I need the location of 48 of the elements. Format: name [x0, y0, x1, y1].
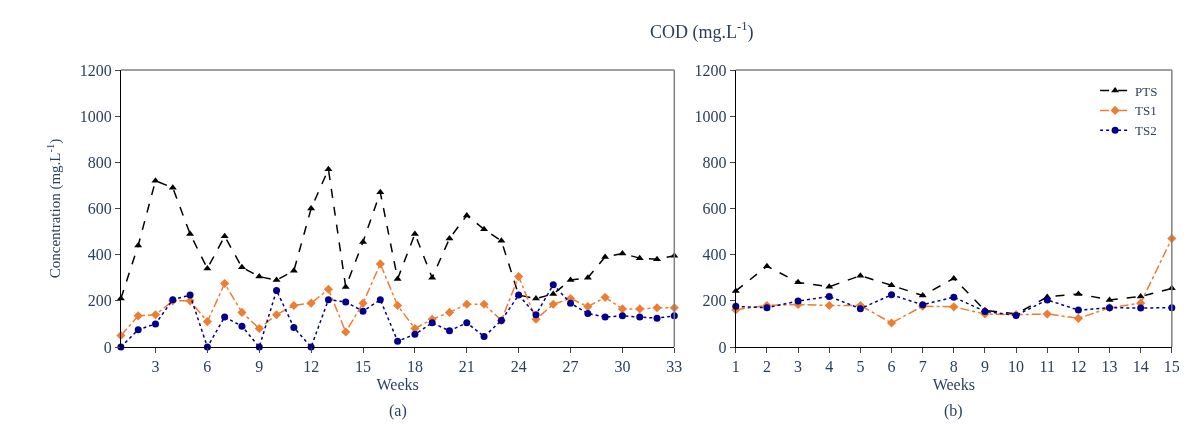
x-tick-label: 27	[562, 358, 579, 376]
text: (b)	[944, 402, 963, 420]
x-tick-label: 30	[614, 358, 631, 376]
x-tick-label: 33	[666, 358, 683, 376]
y-tick-label: 0	[718, 338, 727, 356]
y-tick-label: 600	[702, 200, 727, 218]
x-tick-label: 12	[303, 358, 320, 376]
y-tick-label: 400	[702, 246, 727, 264]
y-tick-label: 1200	[694, 61, 727, 79]
x-tick-label: 11	[1039, 358, 1055, 376]
y-tick-label: 200	[87, 292, 112, 310]
x-tick-label: 9	[255, 358, 264, 376]
x-tick-label: 5	[856, 358, 865, 376]
x-tick-label: 15	[355, 358, 372, 376]
x-tick-label: 10	[1008, 358, 1025, 376]
x-tick-label: 6	[203, 358, 212, 376]
x-axis-title: Weeks	[376, 375, 419, 393]
y-tick-label: 0	[103, 338, 112, 356]
y-tick-label: 400	[87, 246, 112, 264]
x-tick-label: 9	[980, 358, 989, 376]
x-tick-label: 6	[887, 358, 896, 376]
x-tick-label: 8	[949, 358, 958, 376]
legend-label: TS1	[1135, 103, 1157, 119]
x-tick-label: 1	[731, 358, 740, 376]
x-tick-label: 15	[1163, 358, 1180, 376]
y-tick-label: 1000	[79, 107, 112, 125]
text: (a)	[389, 402, 407, 420]
x-tick-label: 2	[762, 358, 771, 376]
x-tick-label: 7	[918, 358, 927, 376]
x-tick-label: 12	[1070, 358, 1087, 376]
x-tick-label: 18	[406, 358, 423, 376]
y-tick-label: 1000	[694, 107, 727, 125]
x-axis-title: Weeks	[932, 375, 975, 393]
y-tick-label: 200	[702, 292, 727, 310]
y-tick-label: 800	[87, 153, 112, 171]
legend-label: PTS	[1135, 83, 1158, 99]
x-tick-label: 3	[151, 358, 160, 376]
y-tick-label: 600	[87, 200, 112, 218]
x-tick-label: 21	[458, 358, 475, 376]
x-tick-label: 13	[1101, 358, 1118, 376]
legend-label: TS2	[1135, 123, 1157, 139]
y-tick-label: 800	[702, 153, 727, 171]
chart-title: COD (mg.L$^{-1}$)	[650, 19, 754, 43]
x-tick-label: 24	[510, 358, 527, 376]
x-tick-label: 3	[794, 358, 803, 376]
x-tick-label: 14	[1132, 358, 1149, 376]
y-tick-label: 1200	[79, 61, 112, 79]
x-tick-label: 4	[825, 358, 834, 376]
